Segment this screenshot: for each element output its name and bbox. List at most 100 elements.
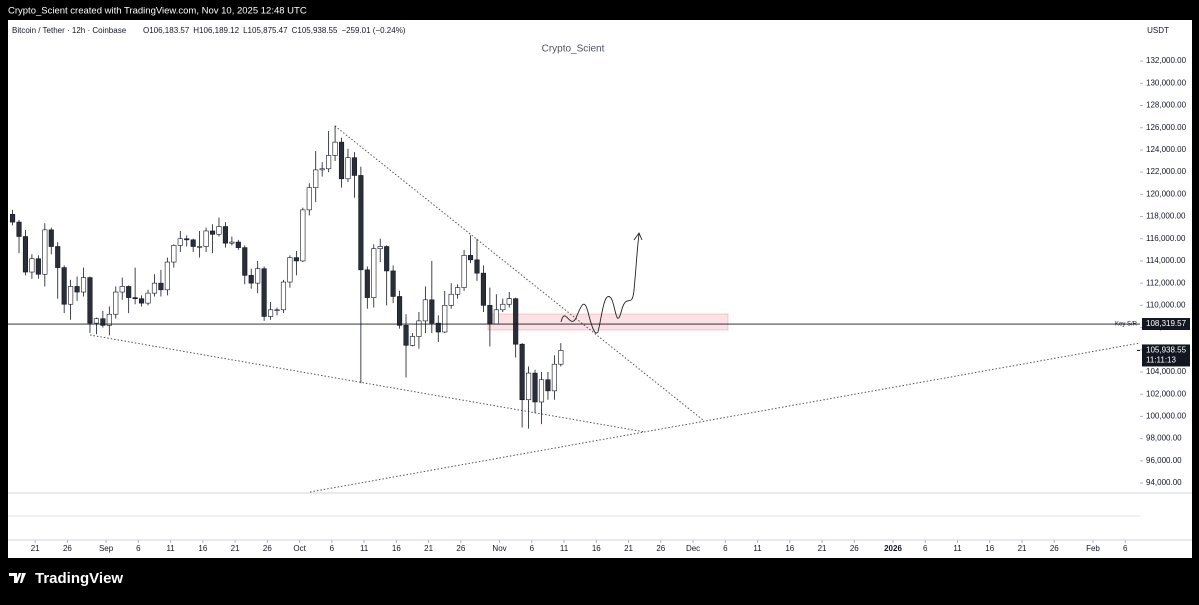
x-tick-label: 6 [136,544,141,553]
x-tick-label: 26 [456,544,465,553]
candle-body [229,241,235,244]
x-tick-label: 16 [985,544,994,553]
candle-body [338,141,345,180]
candle-body [151,282,158,294]
watermark: Crypto_Scient [542,44,605,55]
candle-body [242,247,248,276]
candle-body [80,277,87,293]
candle-body [100,318,106,326]
candle-body [474,259,480,274]
candle-body [209,230,216,235]
candle-body [487,305,493,325]
candle-body [42,229,48,275]
candle-body [22,236,29,273]
x-tick-label: 26 [263,544,272,553]
chart-panel [8,20,1192,558]
ohlc-value: L105,875.47 [243,26,288,35]
y-tick-label: 116,000.00 [1146,234,1186,243]
candle-body [306,187,312,211]
candle-body [274,309,280,311]
x-tick-label: 6 [530,544,535,553]
candle-body [390,270,396,297]
candle-body [184,238,190,241]
candle-body [416,320,422,337]
y-tick-label: 104,000.00 [1146,367,1187,376]
candle-body [119,286,125,293]
candle-body [235,241,241,248]
candle-body [106,313,112,326]
candle-body [16,221,22,237]
y-tick-label: 130,000.00 [1146,78,1187,87]
candle-body [397,296,403,326]
key-level-name: Key S/R [1115,322,1138,328]
x-tick-label: Sep [99,544,114,553]
candle-body [409,336,416,346]
candle-body [384,246,390,272]
x-tick-label: 26 [63,544,72,553]
logo [9,573,26,583]
candle-body [403,325,409,346]
y-tick-label: 120,000.00 [1146,189,1187,198]
x-tick-label: 11 [360,544,369,553]
candle-body [145,292,151,304]
x-tick-label: 21 [231,544,240,553]
zone [487,313,729,331]
candle-body [364,269,370,298]
key-level-box [1142,318,1190,331]
candle-body [455,287,461,295]
candle-body [61,267,67,305]
candle-body [526,372,532,401]
key-level-label: 108,319.57 [1146,319,1187,328]
candle-body [48,229,54,247]
trend-line [334,125,704,421]
candle-body [551,363,557,392]
candle-body [461,255,467,288]
x-tick-label: 16 [592,544,601,553]
y-tick-label: 114,000.00 [1146,256,1186,265]
candle-body [35,258,41,275]
candle-body [197,246,203,248]
candle-body [190,239,196,247]
currency: USDT [1147,26,1169,35]
candle-body [493,309,499,325]
x-tick-label: 6 [723,544,728,553]
y-tick-label: 94,000.00 [1146,478,1182,487]
credit: Crypto_Scient created with TradingView.c… [8,6,307,17]
x-tick-label: 21 [624,544,633,553]
x-tick-label: 2026 [884,544,902,553]
projection [560,232,643,334]
y-tick-label: 124,000.00 [1146,145,1187,154]
trend-line [89,334,646,433]
candle-body [74,286,80,293]
brand: TradingView [35,570,123,587]
candle-body [87,277,93,324]
candle-body [538,379,545,403]
candle-body [280,281,287,311]
candle-body [139,298,145,304]
candle-body [319,168,325,171]
candle-body [345,157,351,180]
candle-body [177,238,183,246]
y-tick-label: 112,000.00 [1146,278,1186,287]
countdown: 11:11:13 [1146,356,1177,365]
candle-body [377,246,383,250]
x-tick-label: 21 [31,544,40,553]
candle-body [358,175,364,271]
x-tick-label: 11 [753,544,762,553]
x-tick-label: 21 [424,544,433,553]
candle-body [448,293,454,306]
y-tick-label: 110,000.00 [1146,300,1186,309]
candle-body [332,141,338,156]
y-tick-label: 132,000.00 [1146,56,1187,65]
last-price-label: 105,938.55 [1146,346,1187,355]
x-tick-label: Feb [1086,544,1100,553]
candle-body [500,303,506,311]
candle-body [55,246,61,268]
candle-body [558,350,564,365]
candle-body [29,258,35,273]
ohlc-value: −259.01 (−0.24%) [341,26,405,35]
x-tick-label: 26 [850,544,859,553]
candle-body [435,322,441,333]
x-tick-label: 11 [166,544,175,553]
